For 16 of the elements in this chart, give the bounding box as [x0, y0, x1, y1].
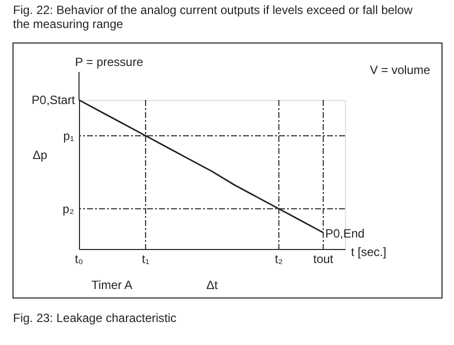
ref-line-label: p₁ — [63, 128, 74, 143]
x-tick-label: tout — [313, 252, 334, 266]
annotation: P0,End — [325, 226, 365, 241]
y-axis-title: P = pressure — [75, 55, 144, 69]
annotation: P0,Start — [32, 93, 76, 107]
x-tick-label: t₁ — [142, 252, 150, 266]
ref-line-label: p₂ — [62, 202, 74, 216]
x-tick-label: t₀ — [74, 252, 84, 266]
x-axis-title: t [sec.] — [351, 245, 386, 259]
text: Δp — [32, 148, 48, 162]
x-tick-label: t₂ — [274, 252, 284, 266]
text: Timer A — [92, 278, 132, 292]
caption: Fig. 23: Leakage characteristic — [13, 311, 176, 325]
text: Δt — [206, 278, 218, 292]
chart-title: Fig. 22: Behavior of the analog current outputs if levels exceed or fall below the measuring range — [13, 3, 413, 31]
text: V = volume — [370, 63, 430, 77]
